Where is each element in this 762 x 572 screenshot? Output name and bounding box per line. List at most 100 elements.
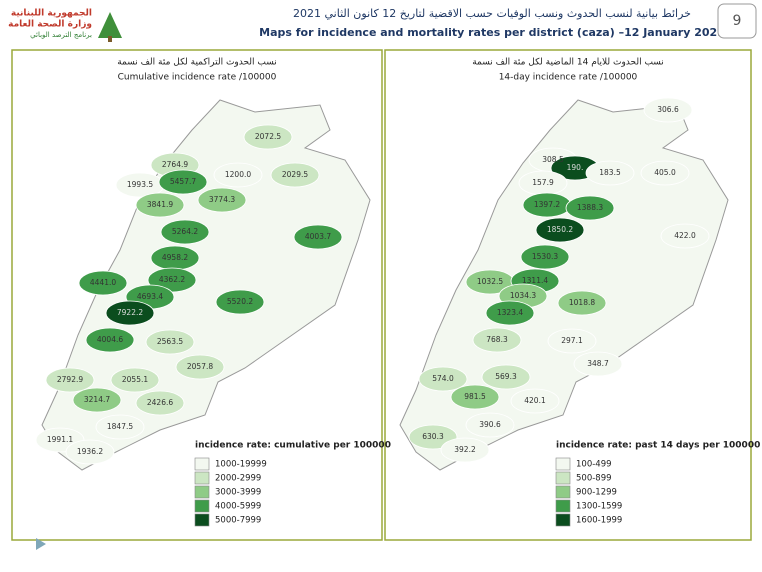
district-area (547, 328, 597, 354)
district-area (110, 367, 160, 393)
district-area (565, 195, 615, 221)
district-area (293, 224, 343, 250)
district-value: 1200.0 (225, 170, 251, 179)
district-value: 306.6 (657, 105, 679, 114)
district-value: 981.5 (464, 392, 486, 401)
district-value: 5457.7 (170, 177, 196, 186)
nav-arrow (36, 538, 46, 550)
district-area (643, 97, 693, 123)
logo-text: الجمهورية اللبنانية (11, 9, 92, 19)
legend-label: 1000-19999 (215, 460, 267, 470)
district-value: 569.3 (495, 372, 517, 381)
district-value: 2072.5 (255, 132, 281, 141)
district-value: 1847.5 (107, 422, 133, 431)
legend-swatch (555, 457, 571, 471)
district-area (660, 223, 710, 249)
legend-label: 1600-1999 (576, 516, 622, 526)
district-value: 183.5 (599, 168, 621, 177)
district-value: 2792.9 (57, 375, 83, 384)
district-area (95, 414, 145, 440)
district-area (78, 270, 128, 296)
legend-swatch (555, 471, 571, 485)
district-area (158, 169, 208, 195)
district-value: 4004.6 (97, 335, 123, 344)
legend-label: 2000-2999 (215, 474, 261, 484)
district-value: 2563.5 (157, 337, 183, 346)
district-value: 768.3 (486, 335, 508, 344)
district-area (535, 217, 585, 243)
map-title-ar: نسب الحدوث التراكمية لكل مئة الف نسمة (117, 58, 277, 68)
district-value: 1018.8 (569, 298, 595, 307)
legend-swatch (194, 499, 210, 513)
district-value: 3841.9 (147, 200, 173, 209)
district-value: 630.3 (422, 432, 444, 441)
district-area (510, 388, 560, 414)
legend-label: 100-499 (576, 460, 612, 470)
district-value: 1397.2 (534, 200, 560, 209)
district-value: 1388.3 (577, 203, 603, 212)
district-value: 1032.5 (477, 277, 503, 286)
district-value: 405.0 (654, 168, 676, 177)
district-value: 1530.3 (532, 252, 558, 261)
page-number: 9 (733, 13, 742, 29)
district-area (243, 124, 293, 150)
legend-swatch (555, 513, 571, 527)
district-value: 5264.2 (172, 227, 198, 236)
district-value: 2055.1 (122, 375, 148, 384)
district-value: 392.2 (454, 445, 476, 454)
district-area (135, 192, 185, 218)
district-value: 1850.2 (547, 225, 573, 234)
district-area (485, 300, 535, 326)
district-area (72, 387, 122, 413)
legend-swatch (194, 471, 210, 485)
district-area (585, 160, 635, 186)
page-number-box (717, 3, 757, 39)
logo-trunk (108, 36, 112, 42)
district-value: 1323.4 (497, 308, 523, 317)
map-title-ar: نسب الحدوث للايام 14 الماضية لكل مئة الف… (472, 58, 664, 68)
district-value: 4693.4 (137, 292, 163, 301)
legend-label: 3000-3999 (215, 488, 261, 498)
district-area (145, 329, 195, 355)
district-area (270, 162, 320, 188)
district-area (135, 390, 185, 416)
district-value: 4362.2 (159, 275, 185, 284)
district-value: 574.0 (432, 374, 454, 383)
legend-label: 500-899 (576, 474, 612, 484)
district-value: 1991.1 (47, 435, 73, 444)
logo-text: وزارة الصحة العامة (8, 20, 92, 30)
district-area (418, 366, 468, 392)
district-value: 1311.4 (522, 276, 548, 285)
district-value: 3774.3 (209, 195, 235, 204)
district-area (557, 290, 607, 316)
district-value: 348.7 (587, 359, 609, 368)
map-title-en: 14-day incidence rate /100000 (499, 73, 638, 83)
district-value: 157.9 (532, 178, 554, 187)
district-area (573, 351, 623, 377)
district-value: 390.6 (479, 420, 501, 429)
district-value: 1034.3 (510, 291, 536, 300)
district-value: 2029.5 (282, 170, 308, 179)
district-area (105, 300, 155, 326)
title-en: Maps for incidence and mortality rates p… (259, 26, 725, 39)
legend-label: 4000-5999 (215, 502, 261, 512)
district-area (450, 384, 500, 410)
legend-label: 5000-7999 (215, 516, 261, 526)
district-value: 4003.7 (305, 232, 331, 241)
district-value: 7922.2 (117, 308, 143, 317)
legend-swatch (555, 499, 571, 513)
district-value: 420.1 (524, 396, 546, 405)
district-value: 2426.6 (147, 398, 173, 407)
district-area (175, 354, 225, 380)
district-area (481, 364, 531, 390)
district-value: 422.0 (674, 231, 696, 240)
logo: الجمهورية اللبنانية وزارة الصحة العامة ب… (8, 9, 122, 42)
district-value: 297.1 (561, 336, 583, 345)
district-value: 5520.2 (227, 297, 253, 306)
map-title-en: Cumulative incidence rate /100000 (118, 73, 277, 83)
legend-title: incidence rate: past 14 days per 100000 (556, 441, 760, 451)
district-value: 3214.7 (84, 395, 110, 404)
legend-label: 900-1299 (576, 488, 617, 498)
district-area (215, 289, 265, 315)
